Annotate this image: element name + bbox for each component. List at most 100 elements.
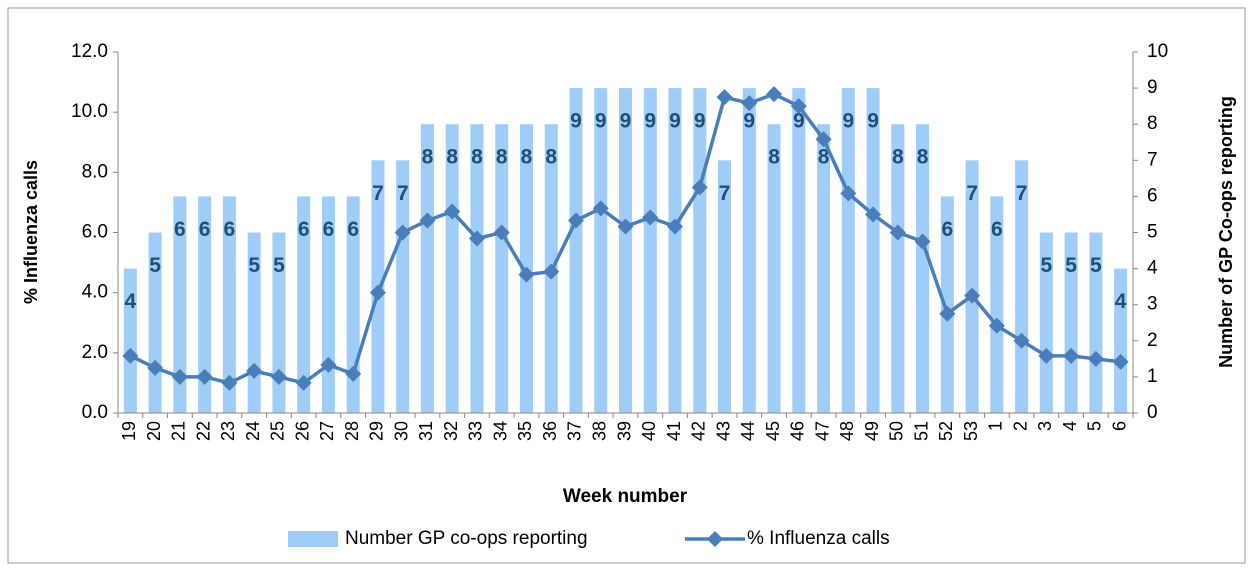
data-label: 7 — [372, 182, 384, 205]
x-tick-label: 43 — [713, 421, 733, 441]
legend-label: Number GP co-ops reporting — [345, 528, 588, 549]
bar — [767, 124, 781, 413]
y-tick-label: 6.0 — [82, 222, 108, 243]
marker — [889, 224, 906, 241]
x-tick-label: 4 — [1060, 421, 1080, 431]
marker — [1112, 353, 1129, 370]
marker — [716, 89, 733, 106]
y2-tick-label: 9 — [1147, 77, 1158, 98]
bar — [619, 88, 632, 413]
bar — [321, 196, 335, 413]
data-label: 4 — [1115, 290, 1127, 313]
marker — [419, 212, 436, 229]
data-label: 9 — [595, 110, 607, 133]
bar — [470, 124, 484, 413]
data-label: 5 — [1041, 254, 1053, 277]
bar — [272, 232, 286, 413]
marker — [493, 224, 510, 241]
y2-tick-label: 6 — [1147, 185, 1158, 206]
x-tick-label: 39 — [614, 421, 634, 441]
data-label: 9 — [570, 110, 582, 133]
bar — [123, 268, 137, 413]
bar — [445, 124, 459, 413]
data-label: 9 — [669, 110, 681, 133]
marker — [444, 203, 461, 220]
y2-tick-label: 3 — [1147, 294, 1158, 315]
x-tick-label: 35 — [515, 421, 535, 441]
bar — [792, 88, 806, 413]
bar — [965, 160, 979, 413]
x-tick-label: 45 — [763, 421, 783, 441]
data-label: 9 — [867, 110, 879, 133]
marker — [617, 218, 634, 235]
x-tick-label: 31 — [416, 421, 436, 441]
bar — [742, 88, 756, 413]
y-tick-label: 8.0 — [82, 161, 108, 182]
x-tick-label: 51 — [911, 421, 931, 441]
bar — [420, 124, 434, 413]
bar — [866, 88, 880, 413]
data-label: 6 — [347, 218, 359, 241]
bar — [569, 88, 583, 413]
x-tick-label: 2 — [1010, 421, 1030, 431]
x-tick-label: 6 — [1109, 421, 1129, 431]
x-tick-label: 26 — [292, 421, 312, 441]
bar — [594, 88, 608, 413]
x-tick-label: 19 — [119, 421, 139, 441]
marker — [122, 347, 139, 364]
marker — [270, 368, 287, 385]
data-label: 8 — [446, 146, 458, 169]
y2-axis-title: Number of GP Co-ops reporting — [1216, 96, 1236, 368]
data-label: 6 — [174, 218, 186, 241]
bar — [1015, 160, 1029, 413]
y2-tick-label: 2 — [1147, 330, 1158, 351]
x-tick-label: 24 — [243, 421, 263, 441]
x-tick-label: 25 — [268, 421, 288, 441]
bar — [643, 88, 657, 413]
marker — [468, 230, 485, 247]
x-tick-label: 5 — [1085, 421, 1105, 431]
bar — [173, 196, 187, 413]
data-label: 7 — [719, 182, 731, 205]
marker — [592, 200, 609, 217]
x-axis-title: Week number — [563, 486, 688, 507]
marker — [741, 95, 758, 112]
data-label: 5 — [273, 254, 285, 277]
data-label: 6 — [199, 218, 211, 241]
marker — [840, 185, 857, 202]
y2-tick-label: 8 — [1147, 113, 1158, 134]
marker — [567, 212, 584, 229]
x-tick-label: 27 — [317, 421, 337, 441]
data-label: 9 — [694, 110, 706, 133]
bar — [495, 124, 509, 413]
x-tick-label: 34 — [490, 421, 510, 441]
marker — [171, 368, 188, 385]
bar — [990, 196, 1004, 413]
data-label: 9 — [644, 110, 656, 133]
marker — [295, 374, 312, 391]
bar — [1114, 268, 1128, 413]
x-tick-label: 30 — [391, 421, 411, 441]
bar — [396, 160, 410, 413]
x-tick-label: 53 — [961, 421, 981, 441]
marker — [518, 266, 535, 283]
data-label: 9 — [620, 110, 632, 133]
marker — [815, 131, 832, 148]
y2-tick-label: 10 — [1147, 41, 1168, 62]
bar — [841, 88, 855, 413]
bar — [940, 196, 954, 413]
data-label: 6 — [323, 218, 335, 241]
marker — [642, 209, 659, 226]
legend-label: % Influenza calls — [747, 528, 890, 549]
data-label: 8 — [545, 146, 557, 169]
y2-tick-label: 4 — [1147, 258, 1158, 279]
marker — [1013, 332, 1030, 349]
marker — [1087, 350, 1104, 367]
x-tick-label: 1 — [986, 421, 1006, 431]
bar — [1089, 232, 1103, 413]
bar — [891, 124, 905, 413]
marker — [790, 98, 807, 115]
bar — [198, 196, 212, 413]
bar — [222, 196, 236, 413]
